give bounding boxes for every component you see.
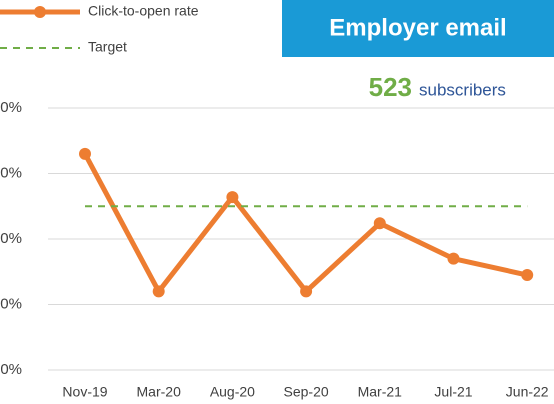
banner-box — [282, 0, 554, 57]
y-tick-label: 0% — [0, 361, 22, 378]
point — [226, 191, 239, 204]
point — [447, 252, 460, 265]
legend-label: Click-to-open rate — [88, 3, 199, 19]
legend-marker — [34, 6, 46, 18]
x-tick-label: Sep-20 — [284, 384, 329, 400]
x-tick-label: Jun-22 — [506, 384, 549, 400]
y-tick-label: 30% — [0, 164, 22, 181]
subscriber-label: subscribers — [419, 80, 506, 99]
y-tick-label: 40% — [0, 99, 22, 116]
x-tick-label: Jul-21 — [434, 384, 472, 400]
legend-label: Target — [88, 39, 127, 55]
point — [373, 217, 386, 230]
x-tick-label: Mar-21 — [358, 384, 403, 400]
x-tick-label: Aug-20 — [210, 384, 255, 400]
point — [521, 269, 534, 282]
series-line — [82, 152, 528, 294]
y-tick-label: 20% — [0, 230, 22, 247]
point — [152, 285, 165, 298]
x-tick-label: Nov-19 — [62, 384, 107, 400]
point — [300, 285, 313, 298]
banner-title: Employer email — [329, 14, 506, 41]
x-tick-label: Mar-20 — [137, 384, 182, 400]
point — [79, 147, 91, 160]
y-tick-label: 10% — [0, 295, 22, 312]
subscriber-count: 523 — [369, 72, 412, 102]
